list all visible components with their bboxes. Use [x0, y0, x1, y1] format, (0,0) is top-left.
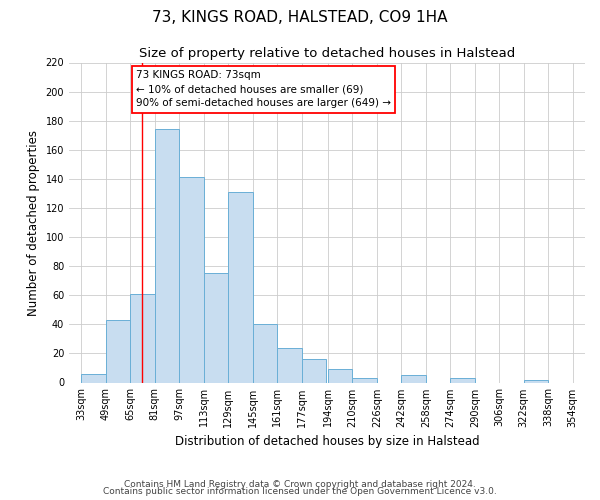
Bar — [155, 130, 179, 382]
Y-axis label: Number of detached properties: Number of detached properties — [27, 130, 40, 316]
X-axis label: Distribution of detached houses by size in Halstead: Distribution of detached houses by size … — [175, 435, 479, 448]
Title: Size of property relative to detached houses in Halstead: Size of property relative to detached ho… — [139, 47, 515, 60]
Bar — [179, 178, 204, 382]
Bar — [130, 294, 155, 382]
Bar — [81, 374, 106, 382]
Bar — [253, 324, 277, 382]
Bar — [450, 378, 475, 382]
Bar — [228, 192, 253, 382]
Text: 73 KINGS ROAD: 73sqm
← 10% of detached houses are smaller (69)
90% of semi-detac: 73 KINGS ROAD: 73sqm ← 10% of detached h… — [136, 70, 391, 108]
Text: Contains public sector information licensed under the Open Government Licence v3: Contains public sector information licen… — [103, 488, 497, 496]
Bar — [352, 378, 377, 382]
Bar — [106, 320, 130, 382]
Bar — [204, 274, 228, 382]
Text: Contains HM Land Registry data © Crown copyright and database right 2024.: Contains HM Land Registry data © Crown c… — [124, 480, 476, 489]
Bar — [302, 359, 326, 382]
Bar — [401, 375, 426, 382]
Bar — [524, 380, 548, 382]
Text: 73, KINGS ROAD, HALSTEAD, CO9 1HA: 73, KINGS ROAD, HALSTEAD, CO9 1HA — [152, 10, 448, 25]
Bar — [328, 370, 352, 382]
Bar — [277, 348, 302, 382]
